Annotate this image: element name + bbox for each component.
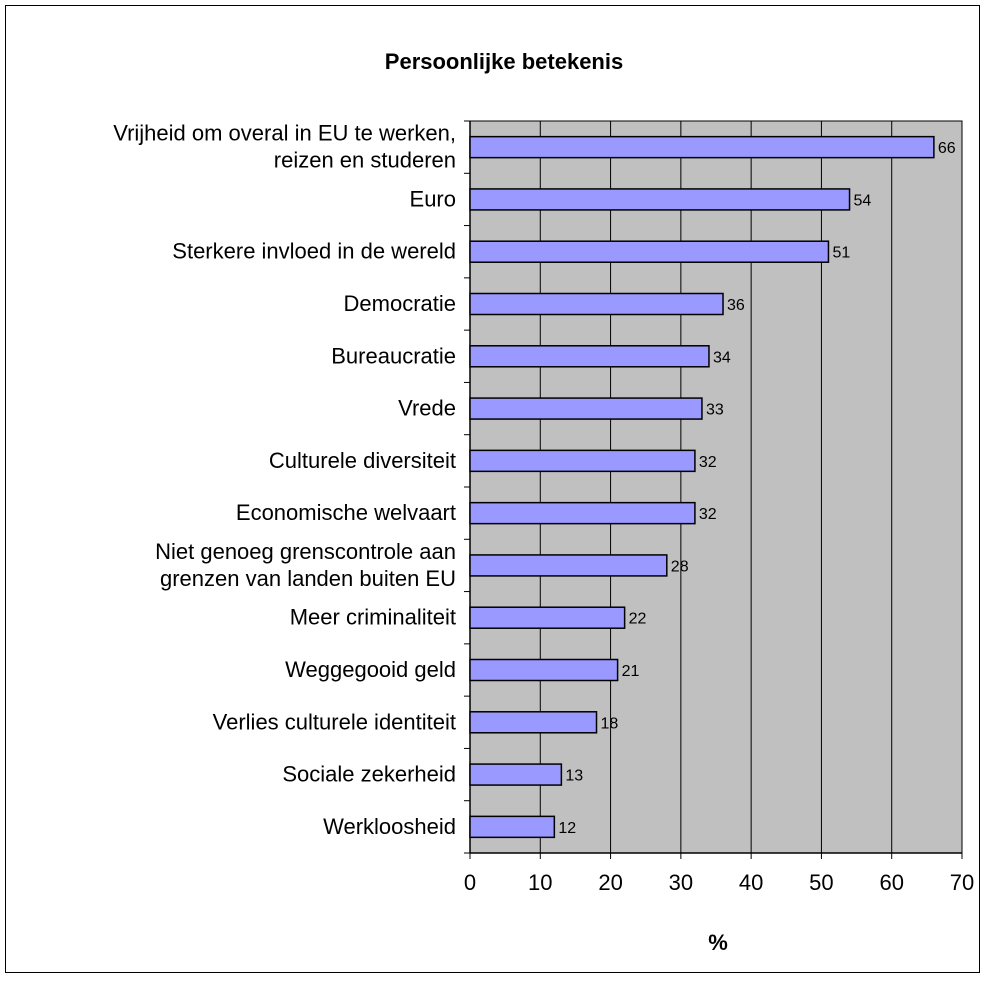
x-tick-label: 20 xyxy=(598,870,622,895)
data-label: 51 xyxy=(832,245,850,262)
data-label: 66 xyxy=(938,140,956,157)
bar xyxy=(469,501,696,525)
x-tick-label: 50 xyxy=(809,870,833,895)
bar xyxy=(469,292,724,316)
bar xyxy=(469,606,626,629)
plot-background xyxy=(470,121,962,853)
data-label: 22 xyxy=(629,611,647,628)
data-label: 21 xyxy=(622,663,640,680)
bar xyxy=(469,658,619,682)
bar xyxy=(469,449,696,473)
category-label: Sociale zekerheid xyxy=(282,762,456,787)
chart-title: Persoonlijke betekenis xyxy=(385,49,623,74)
category-label: Vrede xyxy=(398,396,456,421)
category-label: Democratie xyxy=(344,291,456,316)
bar xyxy=(469,240,830,263)
bar-chart: Persoonlijke betekenis 0 10 20 30 40 50 60 70 66… xyxy=(113,49,974,955)
bar xyxy=(469,345,710,368)
data-label: 34 xyxy=(713,349,731,366)
bar xyxy=(469,815,556,839)
bar xyxy=(469,711,598,734)
category-label: Werkloosheid xyxy=(323,814,456,839)
category-label: Niet genoeg grenscontrole aan xyxy=(155,539,456,564)
x-tick-label: 30 xyxy=(669,870,693,895)
category-label: Verlies culturele identiteit xyxy=(213,709,456,734)
chart-frame: Persoonlijke betekenis 0 10 20 30 40 50 60 70 66… xyxy=(5,5,980,973)
category-label: Culturele diversiteit xyxy=(269,448,456,473)
category-label: Vrijheid om overal in EU te werken, xyxy=(113,121,456,146)
x-tick-label: 0 xyxy=(464,870,476,895)
data-label: 33 xyxy=(706,402,724,419)
category-label: Euro xyxy=(410,186,456,211)
bar xyxy=(469,135,935,159)
category-label: Weggegooid geld xyxy=(285,657,456,682)
category-label: Sterkere invloed in de wereld xyxy=(172,239,456,264)
category-label: Meer criminaliteit xyxy=(290,605,456,630)
data-label: 13 xyxy=(565,768,583,785)
bar xyxy=(469,554,668,577)
category-label: reizen en studeren xyxy=(274,148,456,173)
data-label: 18 xyxy=(601,715,619,732)
data-label: 54 xyxy=(854,192,872,209)
data-label: 36 xyxy=(727,297,745,314)
x-tick-label: 40 xyxy=(739,870,763,895)
category-label: grenzen van landen buiten EU xyxy=(160,566,456,591)
plot-area: 0 10 20 30 40 50 60 70 66 Vrijheid om overal in E… xyxy=(113,120,974,895)
bar xyxy=(469,397,703,420)
x-tick-label: 60 xyxy=(879,870,903,895)
data-label: 28 xyxy=(671,558,689,575)
data-label: 12 xyxy=(558,820,576,837)
x-tick-label: 70 xyxy=(950,870,974,895)
x-axis-label: % xyxy=(708,930,728,955)
data-label: 32 xyxy=(699,506,717,523)
data-label: 32 xyxy=(699,454,717,471)
category-label: Economische welvaart xyxy=(236,500,456,525)
category-label: Bureaucratie xyxy=(331,343,456,368)
x-tick-label: 10 xyxy=(528,870,552,895)
bar xyxy=(469,763,563,786)
bar xyxy=(469,188,851,211)
